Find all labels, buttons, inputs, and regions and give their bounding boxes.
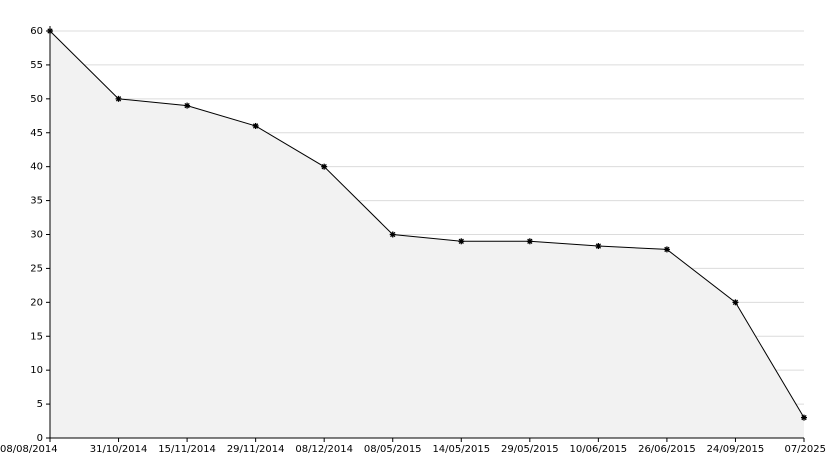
y-tick-label: 25 (30, 263, 43, 274)
y-tick-label: 60 (30, 26, 43, 37)
x-tick-label: 26/06/2015 (638, 444, 696, 455)
area-fill (50, 31, 804, 438)
y-tick-label: 40 (30, 162, 43, 173)
marker (458, 238, 465, 245)
line (49, 30, 805, 418)
x-tick-label: 15/11/2014 (158, 444, 216, 455)
y-tick-label: 50 (30, 94, 43, 105)
marker (389, 231, 396, 238)
y-tick-label: 20 (30, 297, 43, 308)
y-tick-label: 30 (30, 230, 43, 241)
marker (321, 163, 328, 170)
x-tick-label: 07/2025 (784, 444, 826, 455)
marker (801, 414, 807, 421)
marker (595, 243, 602, 250)
x-tick-label: 14/05/2015 (432, 444, 490, 455)
y-tick-label: 10 (30, 365, 43, 376)
x-tick-label: 10/06/2015 (570, 444, 628, 455)
marker (184, 102, 191, 109)
marker (732, 299, 739, 306)
x-tick-label: 24/09/2015 (707, 444, 765, 455)
y-tick-label: 5 (37, 399, 43, 410)
marker (252, 122, 259, 129)
y-tick-label: 55 (30, 60, 43, 71)
x-tick-label: 08/12/2014 (295, 444, 353, 455)
x-tick-label: 08/05/2015 (364, 444, 422, 455)
y-tick-label: 45 (30, 128, 43, 139)
y-tick-label: 35 (30, 196, 43, 207)
x-tick-label: 29/05/2015 (501, 444, 559, 455)
x-tick-label: 08/08/2014 (0, 444, 58, 455)
y-tick-label: 0 (37, 433, 43, 444)
marker (526, 238, 533, 245)
x-tick-label: 29/11/2014 (227, 444, 285, 455)
x-tick-label: 31/10/2014 (90, 444, 148, 455)
y-tick-label: 15 (30, 331, 43, 342)
marker (115, 95, 122, 102)
marker (663, 246, 670, 253)
